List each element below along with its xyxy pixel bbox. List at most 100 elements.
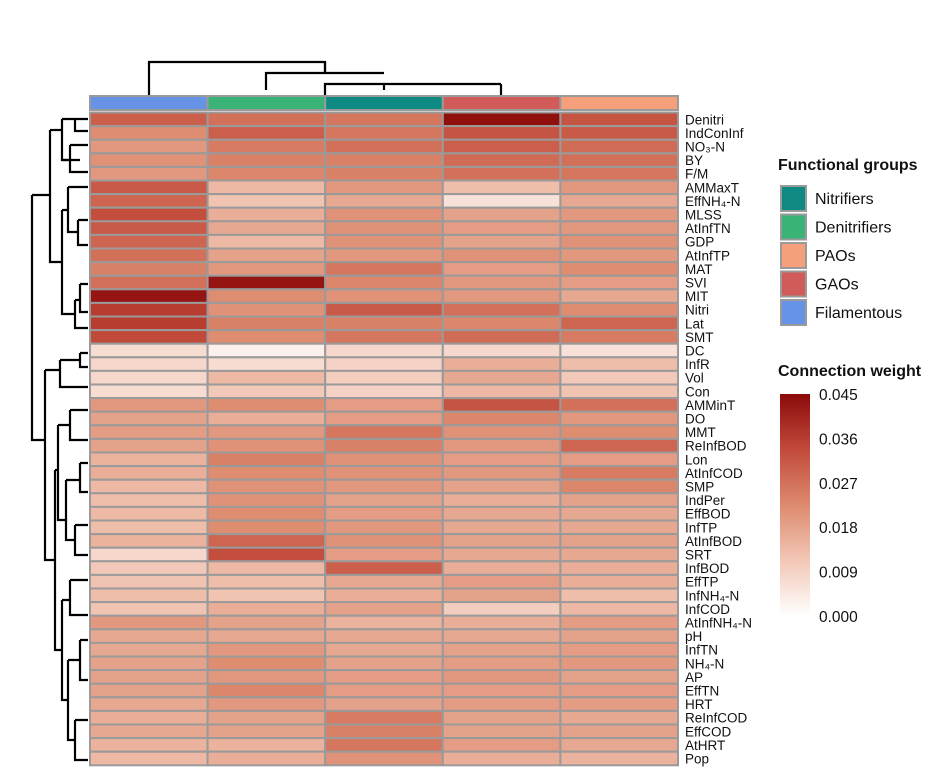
heatmap-cell	[89, 573, 209, 590]
heatmap-cell	[324, 138, 444, 155]
row-labels: DenitriIndConInfNO₃-NBYF/MAMMaxTEffNH₄-N…	[685, 112, 752, 766]
heatmap-cell	[559, 723, 680, 740]
heatmap-cell	[441, 179, 562, 196]
row-label: ReInfBOD	[685, 439, 747, 454]
heatmap-cell	[206, 397, 327, 413]
heatmap-cell	[324, 682, 444, 699]
heatmap-cell	[89, 655, 209, 672]
heatmap-cell	[441, 533, 562, 549]
heatmap-cell	[89, 233, 209, 250]
heatmap-cell	[206, 601, 327, 617]
row-label: InfR	[685, 357, 710, 372]
row-label: MAT	[685, 262, 713, 277]
row-label: Denitri	[685, 112, 724, 127]
column-dendrogram	[147, 60, 503, 97]
heatmap-cell	[441, 315, 562, 332]
heatmap-cell	[324, 655, 444, 672]
heatmap-cell	[206, 179, 327, 196]
row-label: F/M	[685, 167, 708, 182]
heatmap-cell	[89, 342, 209, 359]
heatmap-cell	[206, 274, 327, 291]
heatmap-cell	[441, 193, 562, 209]
row-label: AtInfCOD	[685, 466, 743, 481]
row-label: DO	[685, 412, 705, 427]
heatmap-cell	[324, 750, 444, 767]
heatmap-cell	[89, 437, 209, 454]
heatmap-cell	[324, 315, 444, 332]
legend-label: PAOs	[815, 248, 856, 265]
heatmap-cell	[324, 696, 444, 712]
heatmap-cell	[559, 519, 680, 536]
heatmap-cell	[206, 247, 327, 264]
heatmap-cell	[324, 274, 444, 291]
heatmap-cell	[89, 669, 209, 685]
column-annotation-gaos	[441, 95, 562, 111]
heatmap-cell	[441, 437, 562, 454]
heatmap-cell	[324, 492, 444, 508]
heatmap-cell	[89, 750, 209, 767]
row-label: EffNH₄-N	[685, 194, 741, 209]
legend-title: Functional groups	[778, 157, 918, 174]
heatmap-cell	[89, 315, 209, 332]
heatmap-cell	[559, 315, 680, 332]
heatmap-cell	[559, 533, 680, 549]
heatmap-cell	[324, 165, 444, 182]
column-annotation-filamentous	[89, 95, 209, 111]
row-label: MMT	[685, 425, 716, 440]
colorbar-tick-label: 0.018	[819, 520, 858, 537]
heatmap-cell	[324, 288, 444, 304]
heatmap-cell	[441, 737, 562, 753]
row-label: InfBOD	[685, 561, 730, 576]
heatmap-cell	[559, 383, 680, 400]
heatmap-cell	[206, 478, 327, 495]
heatmap-cell	[206, 315, 327, 332]
heatmap-cell	[559, 696, 680, 712]
heatmap-cell	[441, 641, 562, 658]
heatmap-cell	[206, 614, 327, 631]
heatmap-cell	[441, 220, 562, 236]
heatmap-cell	[559, 505, 680, 522]
heatmap-cell	[206, 301, 327, 318]
heatmap-cell	[324, 179, 444, 196]
heatmap-cell	[89, 125, 209, 141]
heatmap-cell	[89, 505, 209, 522]
heatmap-cell	[324, 397, 444, 413]
heatmap-cell	[559, 397, 680, 413]
heatmap-cell	[559, 587, 680, 604]
heatmap-cell	[559, 369, 680, 386]
heatmap-cell	[324, 601, 444, 617]
heatmap-cell	[206, 369, 327, 386]
heatmap-cell	[559, 301, 680, 318]
heatmap-cell	[441, 383, 562, 400]
heatmap-cell	[324, 451, 444, 468]
heatmap-cell	[324, 206, 444, 223]
heatmap-cell	[89, 329, 209, 345]
heatmap-cell	[559, 669, 680, 685]
colorbar-title: Connection weight	[778, 363, 922, 380]
heatmap-cell	[559, 641, 680, 658]
heatmap-cell	[89, 546, 209, 563]
heatmap-cell	[559, 737, 680, 753]
heatmap-cell	[441, 233, 562, 250]
heatmap-cell	[559, 247, 680, 264]
heatmap-cell	[89, 397, 209, 413]
row-label: GDP	[685, 235, 714, 250]
heatmap-cell	[559, 655, 680, 672]
heatmap-cell	[89, 492, 209, 508]
heatmap-cell	[89, 274, 209, 291]
heatmap-cell	[324, 465, 444, 481]
row-label: SRT	[685, 548, 712, 563]
colorbar-tick-label: 0.027	[819, 476, 858, 493]
heatmap-cell	[559, 165, 680, 182]
row-label: AtInfNH₄-N	[685, 616, 752, 631]
row-label: InfTN	[685, 643, 718, 658]
row-label: Nitri	[685, 303, 709, 318]
heatmap-cell	[89, 587, 209, 604]
row-label: DC	[685, 344, 705, 359]
row-label: SMP	[685, 480, 714, 495]
heatmap-cell	[206, 750, 327, 767]
heatmap-cell	[206, 451, 327, 468]
heatmap-cell	[324, 410, 444, 427]
heatmap-cell	[89, 465, 209, 481]
